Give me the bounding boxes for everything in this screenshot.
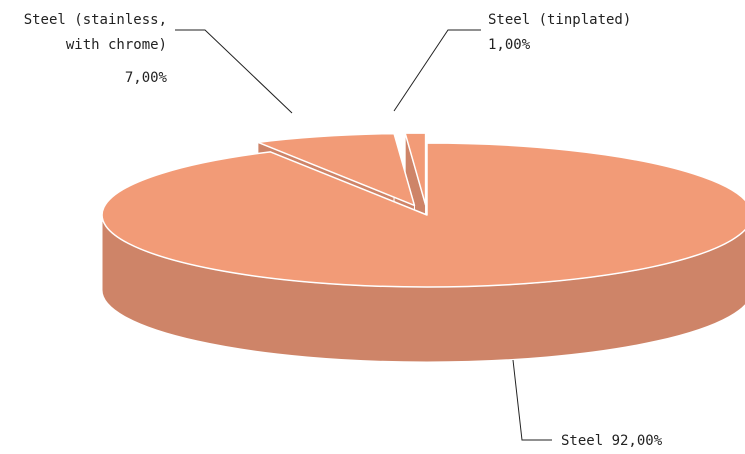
label-stainless-value: 7,00%	[125, 70, 168, 86]
label-tinplated-line1: Steel (tinplated)	[488, 12, 631, 28]
label-stainless-line1: Steel (stainless,	[24, 12, 167, 28]
leader-line-stainless	[175, 29, 293, 114]
pie-slices	[101, 132, 745, 363]
label-steel: Steel 92,00%	[561, 433, 663, 449]
pie-slice-steel-stainless-with-chrome	[257, 132, 416, 207]
label-tinplated-value: 1,00%	[488, 37, 531, 53]
leader-line-steel	[512, 359, 552, 441]
label-stainless-line2: with chrome)	[66, 37, 167, 53]
label-tinplated: Steel (tinplated) 1,00%	[488, 12, 631, 53]
leader-line-tinplated	[393, 29, 481, 112]
pie-slice-steel	[101, 142, 745, 288]
pie-slice-steel-tinplated	[404, 132, 427, 206]
label-stainless: Steel (stainless, with chrome) 7,00%	[24, 12, 168, 86]
